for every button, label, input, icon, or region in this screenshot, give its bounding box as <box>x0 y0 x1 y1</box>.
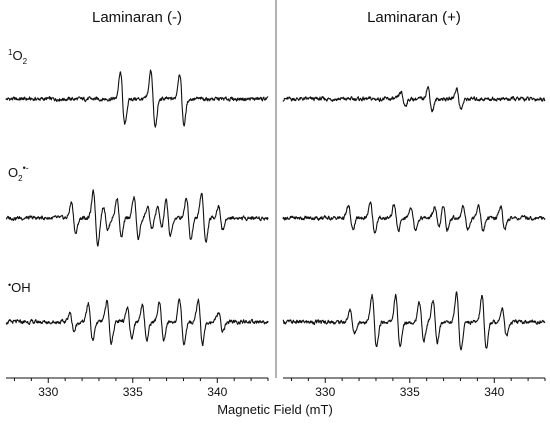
panel-title-1: Laminaran (+) <box>367 9 461 26</box>
radical-dot: • <box>8 280 11 290</box>
axes-layer <box>6 0 546 383</box>
spectrum-trace-p0-r2 <box>5 298 269 347</box>
spectrum-trace-p0-r1 <box>5 189 269 247</box>
x-axis-label: Magnetic Field (mT) <box>217 402 333 417</box>
traces-layer <box>5 69 546 351</box>
species-sub: 2 <box>23 57 28 66</box>
species-main: O <box>8 165 18 180</box>
spectrum-trace-p1-r2 <box>282 291 546 351</box>
labels-layer: Laminaran (-) 330 335 340 Laminaran (+) 330 33… <box>8 9 505 399</box>
x-tick-label-0-330: 330 <box>38 385 58 399</box>
species-label-hydroxyl: •OH <box>8 280 31 295</box>
species-label-singlet-oxygen: 1O2 <box>8 48 28 66</box>
spectrum-trace-p1-r0 <box>282 86 546 113</box>
x-tick-label-1-330: 330 <box>315 385 335 399</box>
panel-title-0: Laminaran (-) <box>92 9 182 26</box>
radical-dot: •- <box>23 163 29 173</box>
spectrum-trace-p1-r1 <box>282 201 546 234</box>
spectrum-trace-p0-r0 <box>5 69 269 128</box>
species-main: OH <box>11 280 31 295</box>
x-tick-label-0-335: 335 <box>123 385 143 399</box>
species-main: O <box>12 48 22 63</box>
x-tick-label-0-340: 340 <box>207 385 227 399</box>
x-tick-label-1-340: 340 <box>484 385 504 399</box>
x-tick-label-1-335: 335 <box>400 385 420 399</box>
species-label-superoxide: O2•- <box>8 163 29 183</box>
species-sub: 2 <box>18 174 23 183</box>
species-sup: 1 <box>8 48 13 57</box>
